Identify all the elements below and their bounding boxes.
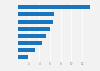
Bar [18, 27, 50, 31]
Bar [18, 5, 90, 9]
Bar [18, 34, 46, 38]
Bar [18, 48, 35, 52]
Bar [18, 12, 54, 16]
Bar [18, 55, 28, 59]
Bar [18, 20, 53, 24]
Bar [18, 41, 42, 45]
